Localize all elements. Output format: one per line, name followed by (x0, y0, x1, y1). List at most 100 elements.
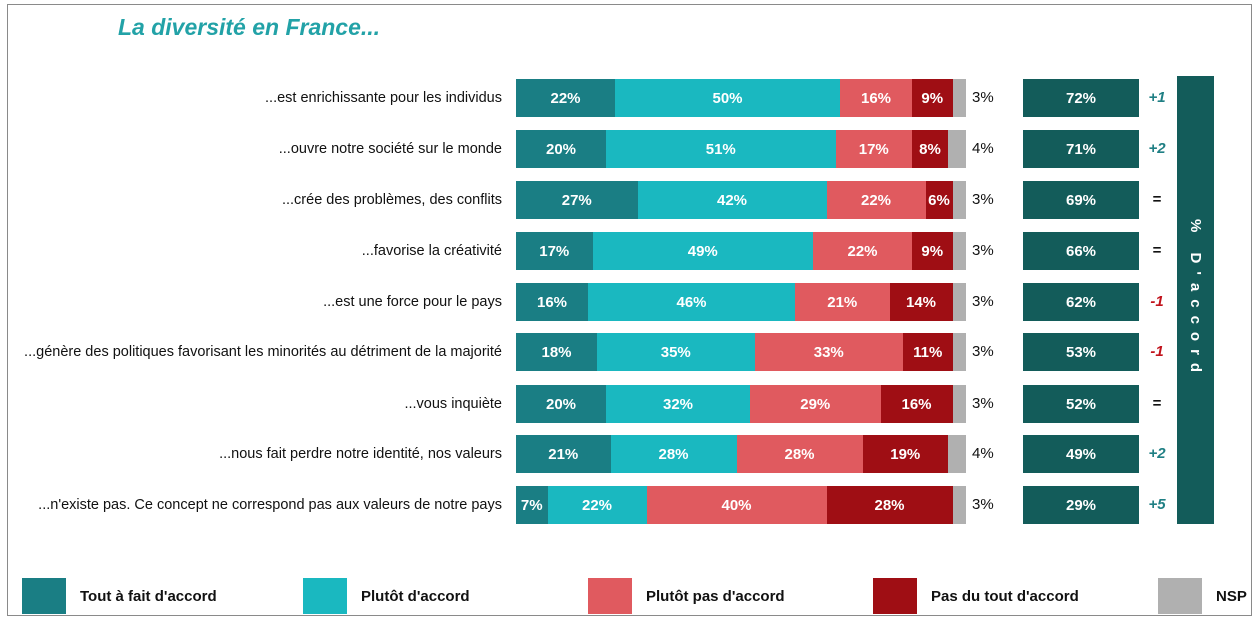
legend-label: Plutôt pas d'accord (646, 587, 785, 605)
data-label: 9% (921, 242, 944, 260)
data-label: 28% (874, 496, 905, 514)
data-label: 40% (721, 496, 752, 514)
agreement-total: 53% (1023, 333, 1139, 371)
bar-segment-plutot_pas: 16% (840, 79, 912, 117)
agreement-total: 72% (1023, 79, 1139, 117)
data-label: 22% (860, 191, 892, 209)
data-label: 22% (847, 242, 878, 260)
evolution-label: +2 (1148, 445, 1166, 462)
category-label: ...crée des problèmes, des conflits (281, 191, 502, 208)
legend-label: Tout à fait d'accord (80, 587, 217, 605)
bar-segment-pas_du_tout: 19% (862, 435, 948, 473)
legend-item: Plutôt d'accord (303, 578, 470, 614)
data-label: 29% (800, 395, 831, 413)
evolution-label: = (1152, 395, 1162, 412)
nsp-value-label: 3% (972, 89, 994, 106)
bar-segment-tout_a_fait: 18% (516, 333, 597, 371)
bar-segment-plutot_pas: 22% (813, 232, 912, 270)
bar-segment-plutot_pas: 17% (835, 130, 912, 168)
bar-segment-plutot: 22% (547, 486, 647, 524)
legend-swatch (303, 578, 347, 614)
data-label: 14% (905, 293, 937, 311)
data-label: 16% (860, 89, 892, 107)
nsp-value-label: 3% (972, 496, 994, 513)
bar-segment-pas_du_tout: 9% (912, 232, 953, 270)
evolution-label: +5 (1148, 496, 1166, 513)
category-label: ...génère des politiques favorisant les … (24, 343, 502, 360)
data-label: 8% (919, 140, 941, 158)
bar-segment-pas_du_tout: 16% (880, 385, 953, 423)
bar-segment-plutot: 42% (637, 181, 827, 219)
bar-segment-plutot_pas: 40% (646, 486, 827, 524)
data-label: 18% (541, 343, 572, 361)
bar-segment-pas_du_tout: 9% (912, 79, 953, 117)
data-label: 16% (901, 395, 932, 413)
legend-swatch (873, 578, 917, 614)
data-label: 27% (561, 191, 592, 209)
data-label: 33% (813, 343, 844, 361)
nsp-value-label: 3% (972, 293, 994, 310)
agreement-total: 52% (1023, 385, 1139, 423)
legend-item: Plutôt pas d'accord (588, 578, 785, 614)
data-label: 16% (536, 293, 568, 311)
nsp-value-label: 3% (972, 395, 994, 412)
bar-segment-pas_du_tout: 14% (889, 283, 953, 321)
chart-title: La diversité en France... (118, 14, 381, 40)
agreement-total-label: 69% (1065, 191, 1097, 209)
category-label: ...nous fait perdre notre identité, nos … (219, 445, 502, 462)
bar-segment-nsp (952, 79, 966, 117)
bar-segment-nsp (948, 435, 966, 473)
data-label: 42% (716, 191, 748, 209)
agreement-total: 66% (1023, 232, 1139, 270)
bar-segment-tout_a_fait: 21% (516, 435, 611, 473)
bar-segment-tout_a_fait: 17% (516, 232, 593, 270)
evolution-label: -1 (1150, 293, 1164, 310)
data-label: 46% (676, 293, 707, 311)
bar-segment-pas_du_tout: 6% (925, 181, 953, 219)
bar-segment-plutot: 46% (588, 283, 795, 321)
bar-segment-tout_a_fait: 20% (516, 130, 606, 168)
data-label: 6% (928, 191, 950, 209)
agreement-total-label: 66% (1065, 242, 1097, 260)
legend-label: Pas du tout d'accord (931, 587, 1079, 605)
data-label: 28% (784, 445, 815, 463)
agreement-side-label: % D'accord (1187, 219, 1204, 381)
bar-segment-pas_du_tout: 8% (912, 130, 948, 168)
legend-label: Plutôt d'accord (361, 587, 470, 605)
legend-item: Pas du tout d'accord (873, 578, 1079, 614)
agreement-total: 29% (1023, 486, 1139, 524)
agreement-total-label: 72% (1065, 89, 1097, 107)
data-label: 21% (548, 445, 579, 463)
evolution-label: +2 (1148, 140, 1166, 157)
nsp-value-label: 3% (972, 343, 994, 360)
data-label: 35% (660, 343, 691, 361)
nsp-value-label: 3% (972, 191, 994, 208)
bar-segment-nsp (952, 232, 966, 270)
legend-label: NSP (1216, 587, 1247, 605)
legend-item: NSP (1158, 578, 1247, 614)
agreement-total: 69% (1023, 181, 1139, 219)
agreement-total-label: 52% (1065, 395, 1097, 413)
data-label: 7% (520, 496, 543, 514)
data-label: 20% (545, 395, 577, 413)
agreement-total-label: 29% (1065, 496, 1097, 514)
evolution-label: = (1152, 242, 1162, 259)
bar-segment-tout_a_fait: 22% (516, 79, 615, 117)
bar-segment-plutot: 49% (592, 232, 813, 270)
category-label: ...vous inquiète (404, 395, 502, 412)
bar-segment-pas_du_tout: 28% (826, 486, 953, 524)
category-label: ...n'existe pas. Ce concept ne correspon… (38, 496, 502, 513)
bar-segment-plutot: 51% (606, 130, 836, 168)
bar-segment-plutot: 35% (597, 333, 755, 371)
data-label: 28% (658, 445, 689, 463)
agreement-total-label: 71% (1065, 140, 1097, 158)
agreement-total: 49% (1023, 435, 1139, 473)
nsp-value-label: 3% (972, 242, 994, 259)
data-label: 22% (550, 89, 581, 107)
nsp-value-label: 4% (972, 140, 994, 157)
bar-segment-plutot_pas: 33% (754, 333, 903, 371)
bar-segment-nsp (952, 486, 966, 524)
bar-segment-tout_a_fait: 20% (516, 385, 606, 423)
legend-swatch (588, 578, 632, 614)
data-label: 21% (827, 293, 858, 311)
